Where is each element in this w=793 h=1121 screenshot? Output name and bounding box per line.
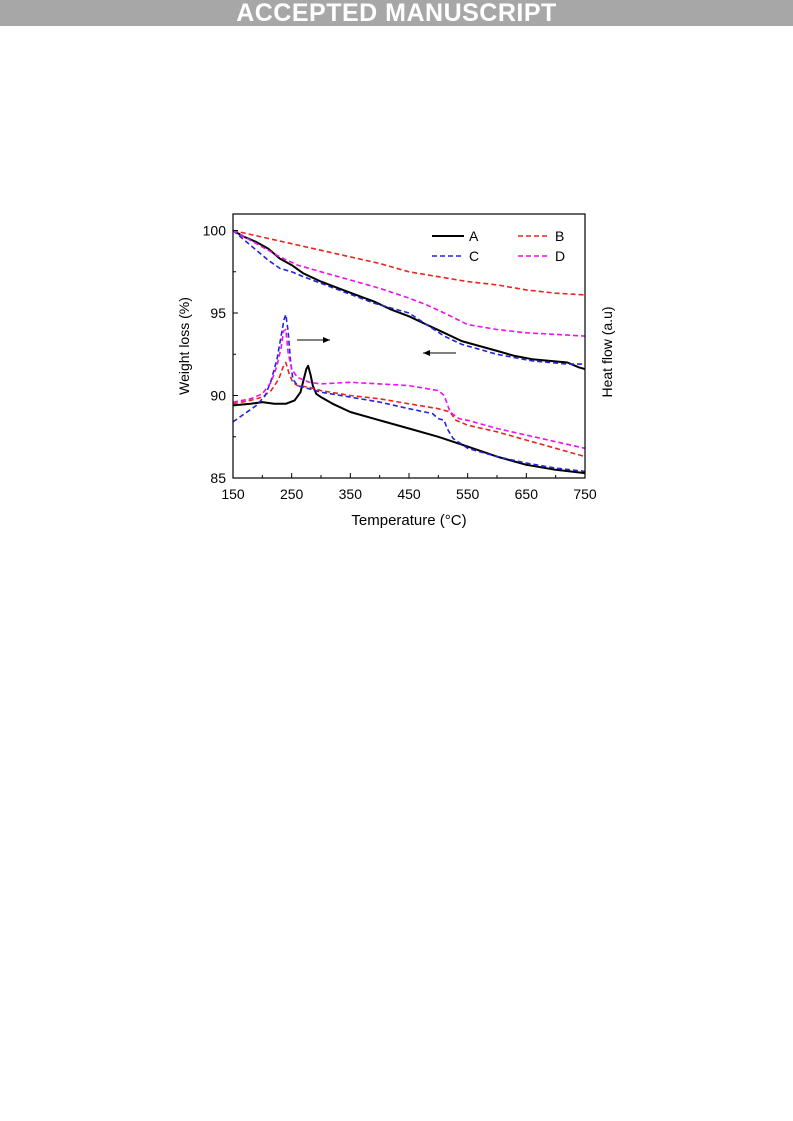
x-tick-label: 750 bbox=[573, 486, 597, 502]
x-tick-label: 550 bbox=[456, 486, 480, 502]
y-tick-label: 95 bbox=[210, 305, 226, 321]
x-tick-label: 250 bbox=[280, 486, 304, 502]
legend-label-c: C bbox=[469, 248, 479, 264]
series-line-a-heat-flow bbox=[232, 364, 586, 475]
x-tick-label: 150 bbox=[221, 486, 245, 502]
legend: A B C D bbox=[432, 228, 565, 264]
y-tick-label: 90 bbox=[210, 388, 226, 404]
series-layer bbox=[232, 229, 586, 475]
legend-label-d: D bbox=[555, 248, 565, 264]
plot-frame bbox=[232, 213, 586, 479]
series-line-b-heat-flow bbox=[232, 361, 586, 458]
series-line-c-heat-flow bbox=[232, 313, 586, 473]
series-line-d-weight-loss bbox=[232, 229, 586, 337]
y-axis-label: Weight loss (%) bbox=[176, 297, 192, 395]
legend-label-b: B bbox=[555, 228, 564, 244]
y-tick-label: 100 bbox=[203, 223, 227, 239]
y2-axis-label: Heat flow (a.u) bbox=[599, 306, 615, 397]
x-tick-label: 450 bbox=[397, 486, 421, 502]
annotation-arrows bbox=[297, 337, 456, 356]
legend-label-a: A bbox=[469, 228, 479, 244]
series-line-a-weight-loss bbox=[232, 229, 586, 371]
series-line-b-weight-loss bbox=[232, 229, 586, 296]
x-tick-label: 350 bbox=[339, 486, 363, 502]
accepted-manuscript-banner: ACCEPTED MANUSCRIPT bbox=[0, 0, 793, 27]
arrow-right-heat-flow bbox=[297, 337, 330, 343]
series-line-c-weight-loss bbox=[232, 229, 585, 365]
series-line-d-heat-flow bbox=[232, 328, 586, 450]
x-tick-label: 650 bbox=[515, 486, 539, 502]
ticks-layer: 150 250 350 450 550 650 750 85 90 95 100 bbox=[203, 223, 597, 503]
x-axis-label: Temperature (°C) bbox=[351, 512, 466, 529]
arrow-left-weight-loss bbox=[423, 350, 456, 356]
y-tick-label: 85 bbox=[210, 470, 226, 486]
